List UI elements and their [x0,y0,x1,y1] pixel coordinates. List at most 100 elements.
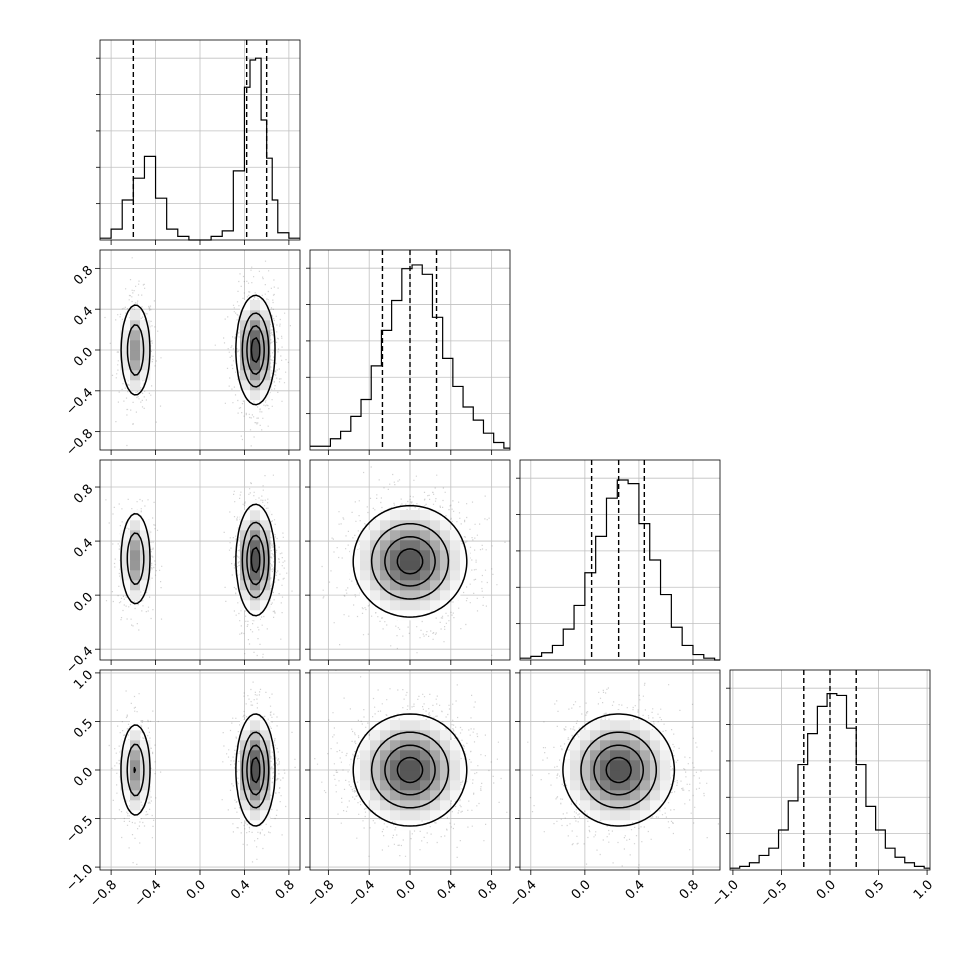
y-tick-label: 0.0 [71,590,96,615]
histogram-steps [100,57,300,241]
density-cell [580,780,591,791]
density-cell [130,340,141,351]
density-cell [120,570,131,581]
density-cell [450,580,461,591]
density-cell [620,760,631,771]
density-cell [610,800,621,811]
density-cell [410,810,421,821]
density-cell [570,790,581,801]
density-cell [450,770,461,781]
density-cell [380,720,391,731]
contour-line [246,325,265,375]
density-cell [140,320,151,331]
density-cell [640,740,651,751]
density-cell [250,310,261,321]
density-cell [250,340,261,351]
contour-line [396,756,424,784]
density-cell [650,770,661,781]
density-cell [450,570,461,581]
density-cell [380,530,391,541]
density-cell [410,570,421,581]
density-cell [370,580,381,591]
density-cell [360,760,371,771]
density-cell [430,740,441,751]
density-cell [260,810,271,821]
contour-line [120,503,276,617]
density-cell [260,330,271,341]
density-cell [390,590,401,601]
density-cell [260,770,271,781]
density-cell [620,770,631,781]
histogram-panel-2 [516,459,721,665]
density-cell [260,780,271,791]
density-cell [140,790,151,801]
density-cell [590,800,601,811]
density-cell [390,770,401,781]
density-cell [440,520,451,531]
density-cell [400,790,411,801]
density-cell [260,760,271,771]
density-cell [250,710,261,721]
contour-line [120,294,276,406]
density-cell [360,790,371,801]
density-cell [660,780,671,791]
density-cell [140,750,151,761]
density-cell [400,600,411,611]
density-cell [260,340,271,351]
density-cell [560,760,571,771]
pair-panel-3-2: −0.4 0.0 0.4 0.8 [507,669,721,910]
density-cell [350,560,361,571]
density-cell [260,720,271,731]
density-cell [650,760,661,771]
density-cell [610,750,621,761]
density-cell [140,780,151,791]
density-cell [450,560,461,571]
y-tick-label: 0.5 [71,716,96,741]
density-cell [450,750,461,761]
density-cell [240,510,251,521]
density-cell [250,580,261,591]
density-cell [240,760,251,771]
density-cell [600,750,611,761]
density-cell [130,750,141,761]
density-cell [620,750,631,761]
x-tick-label: 0.4 [623,877,648,902]
density-cell [130,550,141,561]
x-tick-label: 0.0 [184,877,209,902]
density-cell [410,520,421,531]
density-cell [650,740,661,751]
density-cell [130,590,141,601]
density-cell [610,760,621,771]
density-cell [430,590,441,601]
density-cell [250,540,261,551]
density-cell [260,520,271,531]
density-cell [260,570,271,581]
density-cell [430,570,441,581]
density-cell [140,760,151,771]
density-cell [260,300,271,311]
density-cell [420,780,431,791]
density-cell [580,740,591,751]
density-cell [250,510,261,521]
x-tick-label: 0.4 [228,877,253,902]
density-cell [630,720,641,731]
density-cell [240,370,251,381]
contour-line [126,731,270,809]
density-cell [260,510,271,521]
contour-line [246,534,265,586]
density-cell [400,710,411,721]
density-cell [420,560,431,571]
density-cell [400,800,411,811]
density-cell [650,790,661,801]
density-cell [360,740,371,751]
histogram-panel-0 [96,39,301,245]
density-cell [360,570,371,581]
density-cell [250,780,261,791]
density-cell [450,550,461,561]
density-cell [400,730,411,741]
density-cell [390,550,401,561]
contour-line [370,522,450,600]
y-tick-label: −0.8 [63,426,96,459]
density-cell [140,740,151,751]
density-cell [600,740,611,751]
